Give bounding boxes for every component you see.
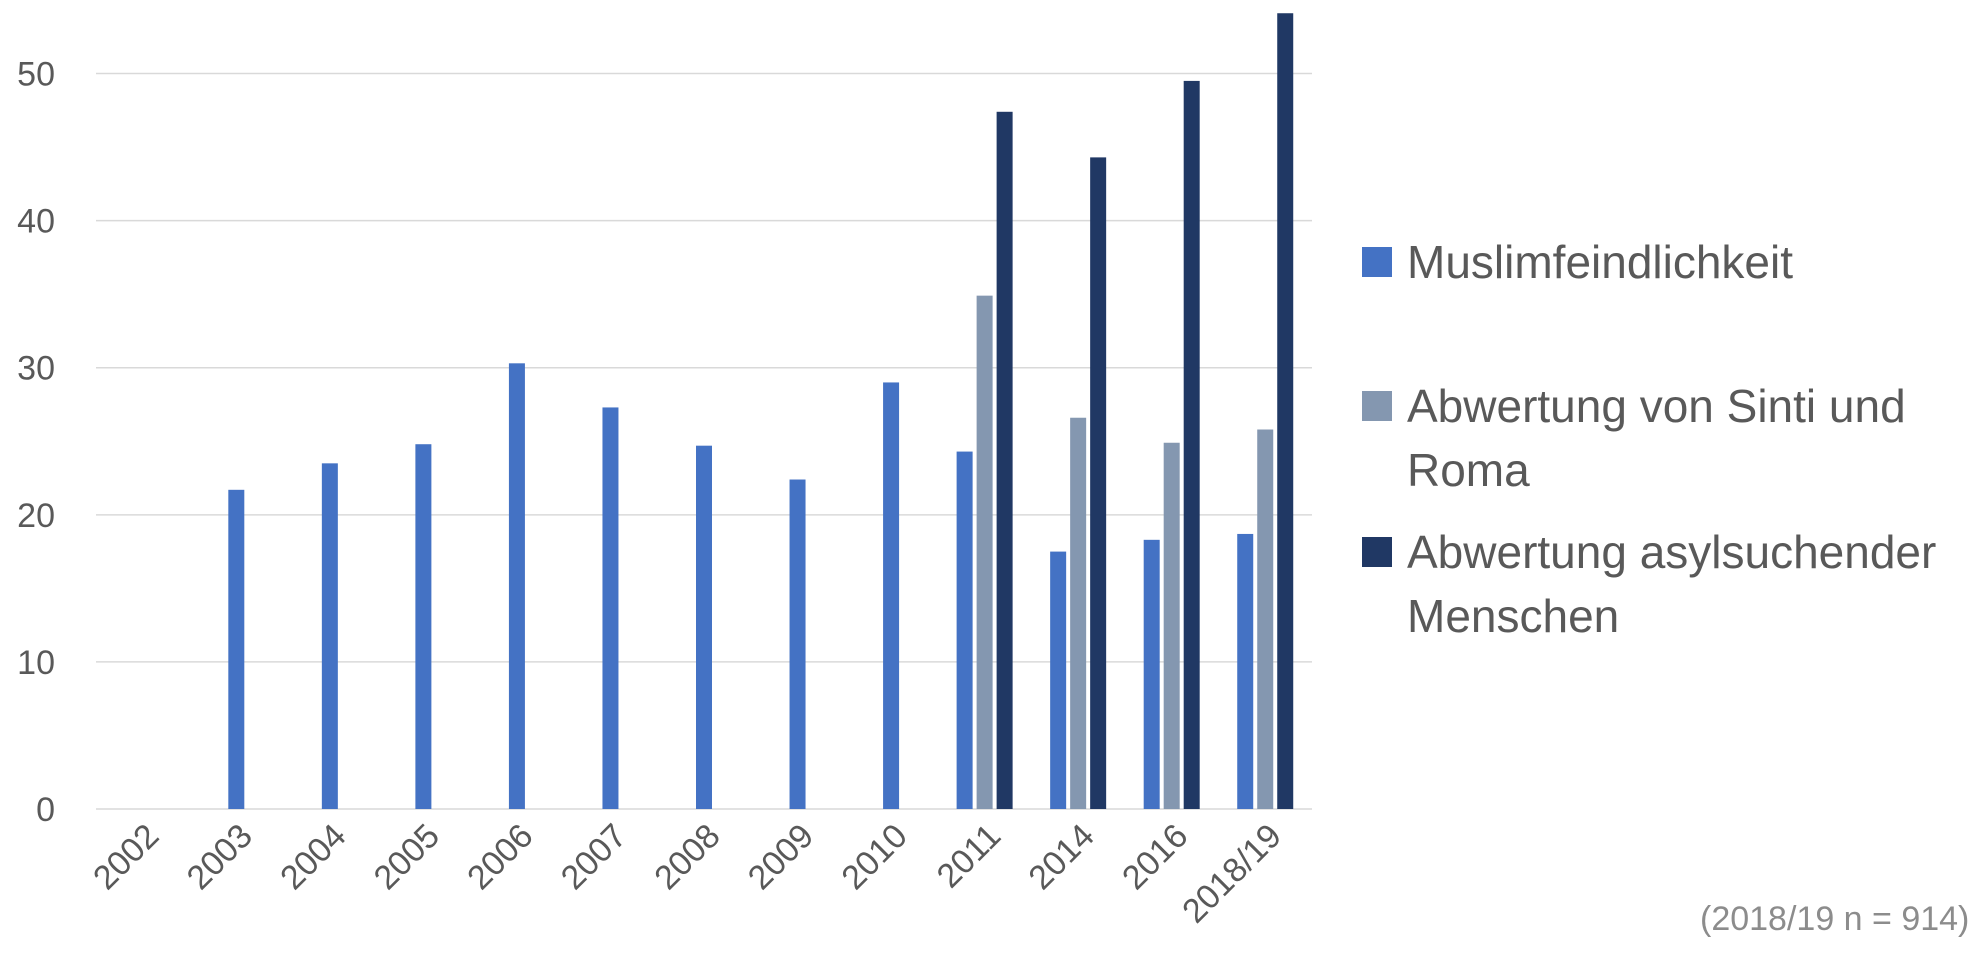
y-tick-label: 20 bbox=[17, 497, 55, 535]
bar-2-10 bbox=[1090, 157, 1107, 809]
x-tick-label: 2018/19 bbox=[1175, 817, 1289, 931]
y-tick-label: 0 bbox=[36, 791, 55, 829]
x-tick-label: 2016 bbox=[1115, 817, 1195, 897]
bar-0-7 bbox=[789, 479, 806, 809]
x-tick-label: 2004 bbox=[273, 817, 353, 897]
bar-2-12 bbox=[1277, 13, 1294, 810]
bar-0-4 bbox=[508, 363, 525, 809]
legend-label: Abwertung von Sinti und Roma bbox=[1407, 380, 1906, 496]
bar-0-2 bbox=[321, 463, 338, 809]
x-tick-label: 2005 bbox=[367, 817, 447, 897]
bar-0-6 bbox=[696, 445, 712, 809]
bars bbox=[228, 13, 1294, 810]
legend-swatch bbox=[1362, 537, 1392, 567]
y-tick-label: 10 bbox=[17, 644, 55, 682]
bar-0-5 bbox=[602, 407, 619, 809]
bar-2-11 bbox=[1183, 80, 1200, 809]
legend-item-sinti-roma: Abwertung von Sinti und Roma bbox=[1362, 374, 1982, 502]
bar-0-8 bbox=[883, 382, 900, 809]
bar-1-10 bbox=[1070, 417, 1087, 809]
x-tick-label: 2008 bbox=[647, 817, 727, 897]
bar-0-9 bbox=[956, 451, 973, 809]
bar-0-10 bbox=[1050, 551, 1067, 809]
bar-0-12 bbox=[1237, 533, 1254, 809]
legend-swatch bbox=[1362, 247, 1392, 277]
bar-1-11 bbox=[1163, 442, 1180, 809]
legend-label: Muslimfeindlichkeit bbox=[1407, 236, 1794, 288]
bar-chart: 0 10 20 30 40 50 2002 2003 2004 2005 2006 2007 2008… bbox=[17, 13, 1312, 931]
legend-swatch bbox=[1362, 391, 1392, 421]
y-axis-ticks: 0 10 20 30 40 50 bbox=[17, 56, 55, 829]
bar-0-1 bbox=[228, 489, 245, 809]
legend-label: Abwertung asylsuchender Menschen bbox=[1407, 526, 1937, 642]
bar-1-9 bbox=[976, 295, 993, 810]
y-tick-label: 40 bbox=[17, 203, 55, 241]
bar-0-11 bbox=[1143, 539, 1160, 809]
legend-item-muslimfeindlichkeit: Muslimfeindlichkeit bbox=[1362, 230, 1982, 294]
legend-item-asylsuchende: Abwertung asylsuchender Menschen bbox=[1362, 520, 1982, 648]
x-tick-label: 2007 bbox=[554, 817, 634, 897]
bar-2-9 bbox=[996, 111, 1013, 810]
x-tick-label: 2011 bbox=[930, 817, 1009, 896]
bar-1-12 bbox=[1257, 429, 1274, 809]
x-tick-label: 2010 bbox=[834, 817, 914, 897]
y-tick-label: 30 bbox=[17, 350, 55, 388]
x-tick-label: 2003 bbox=[180, 817, 260, 897]
sample-size-note: (2018/19 n = 914) bbox=[1700, 900, 1970, 938]
x-tick-label: 2014 bbox=[1021, 817, 1101, 897]
legend: Muslimfeindlichkeit Abwertung von Sinti … bbox=[1362, 230, 1982, 666]
y-tick-label: 50 bbox=[17, 56, 55, 94]
x-tick-label: 2002 bbox=[86, 817, 166, 897]
bar-0-3 bbox=[415, 444, 432, 809]
x-tick-label: 2009 bbox=[741, 817, 821, 897]
x-axis-ticks: 2002 2003 2004 2005 2006 2007 2008 2009 2010 2011… bbox=[86, 817, 1289, 931]
x-tick-label: 2006 bbox=[460, 817, 540, 897]
